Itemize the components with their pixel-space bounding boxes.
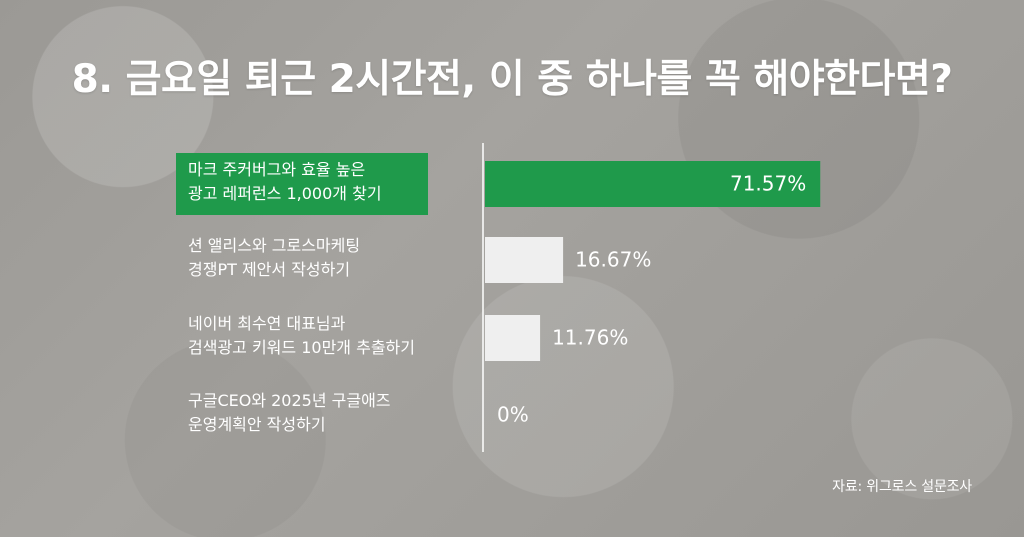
value-label: 71.57% [730, 172, 806, 196]
category-label-line: 경쟁PT 제안서 작성하기 [188, 260, 350, 279]
category-label-line: 구글CEO와 2025년 구글애즈 [188, 391, 391, 410]
source-note: 자료: 위그로스 설문조사 [832, 479, 972, 495]
bar [485, 315, 541, 361]
value-label: 0% [497, 403, 529, 427]
bar [485, 237, 564, 283]
bar [485, 161, 821, 207]
value-label: 11.76% [552, 326, 628, 350]
highlight-label-box [176, 153, 428, 215]
category-label-line: 네이버 최수연 대표님과 [188, 314, 346, 333]
category-label-line: 광고 레퍼런스 1,000개 찾기 [188, 184, 382, 203]
category-label-line: 검색광고 키워드 10만개 추출하기 [188, 338, 415, 357]
chart-title: 8. 금요일 퇴근 2시간전, 이 중 하나를 꼭 해야한다면? [71, 57, 953, 102]
value-label: 16.67% [575, 248, 651, 272]
category-label-line: 마크 주커버그와 효율 높은 [188, 160, 365, 179]
category-label-line: 션 앨리스와 그로스마케팅 [188, 236, 360, 255]
category-label-line: 운영계획안 작성하기 [188, 415, 326, 434]
